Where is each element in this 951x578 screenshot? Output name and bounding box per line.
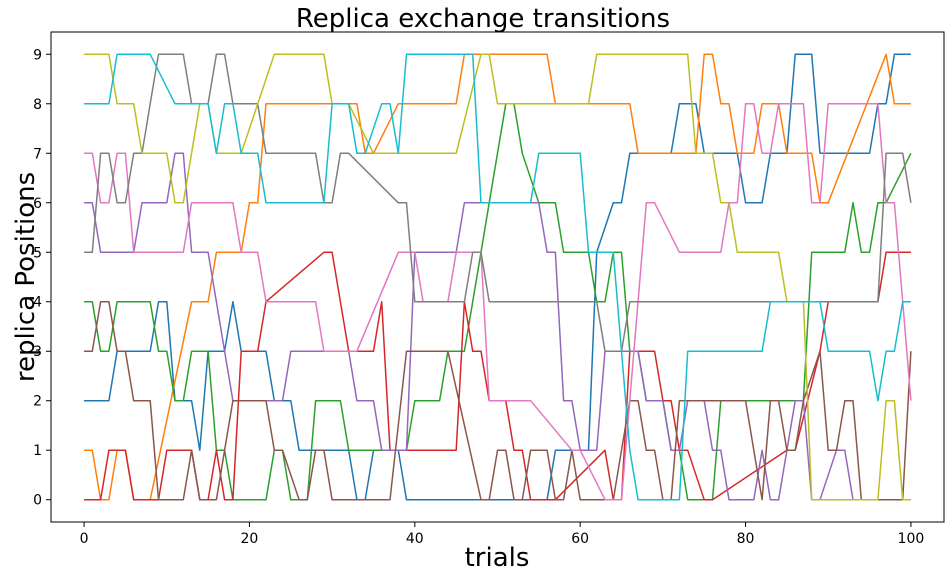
x-tick-label: 0 (80, 531, 89, 547)
y-tick-label: 1 (33, 443, 42, 459)
series-line-6 (84, 300, 912, 501)
chart-title: Replica exchange transitions (296, 4, 670, 34)
y-axis: 0 1 2 3 4 5 6 7 8 9 (33, 47, 51, 509)
series-layer (84, 53, 912, 501)
y-tick-label: 4 (33, 295, 42, 311)
y-tick-label: 6 (33, 196, 42, 212)
x-tick-label: 80 (737, 531, 755, 547)
y-tick-label: 5 (33, 245, 42, 261)
y-tick-label: 7 (33, 146, 42, 162)
series-line-9 (84, 53, 911, 501)
series-line-2 (84, 53, 911, 501)
y-tick-label: 9 (33, 47, 42, 63)
series-line-10 (84, 53, 911, 501)
x-tick-label: 40 (406, 531, 424, 547)
y-tick-label: 2 (33, 394, 42, 410)
series-line-4 (84, 251, 911, 501)
x-axis-label: trials (465, 543, 530, 573)
x-tick-label: 100 (898, 531, 925, 547)
y-tick-label: 0 (33, 493, 42, 509)
x-tick-label: 60 (571, 531, 589, 547)
series-line-1 (84, 53, 911, 501)
plot-frame (50, 31, 945, 523)
y-tick-label: 3 (33, 344, 42, 360)
y-axis-label: replica Positions (11, 172, 41, 382)
series-line-7 (84, 103, 912, 501)
series-line-3 (84, 103, 912, 501)
y-tick-label: 8 (33, 97, 42, 113)
x-tick-label: 20 (241, 531, 259, 547)
x-axis: 0 20 40 60 80 100 (80, 522, 925, 547)
